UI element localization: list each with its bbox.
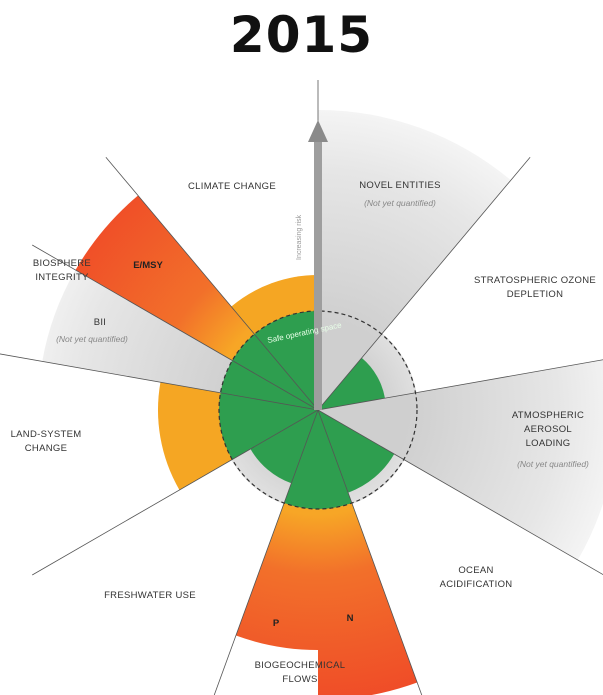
sector-divider-line <box>32 244 319 411</box>
freshwater-use-wedge <box>250 410 318 484</box>
novel-entities-note: (Not yet quantified) <box>364 198 436 208</box>
bii-note: (Not yet quantified) <box>56 334 128 344</box>
novel-entities-label: NOVEL ENTITIES <box>359 180 440 191</box>
land-system-change-label-line1: LAND-SYSTEM <box>11 429 82 440</box>
page-title: 2015 <box>229 6 374 64</box>
sector-divider-line <box>317 359 603 411</box>
increasing-risk-arrow <box>308 120 328 410</box>
sector-divider-line <box>0 353 319 411</box>
ocean-acidification-label-line2: ACIDIFICATION <box>440 579 513 590</box>
boundary-wedges <box>42 110 603 695</box>
atmospheric-aerosol-label-line2: AEROSOL <box>524 424 572 435</box>
novel-entities-wedge <box>318 110 511 410</box>
nitrogen-label: N <box>347 613 354 624</box>
sector-divider-line <box>32 409 319 576</box>
emsy-label: E/MSY <box>133 260 163 271</box>
land-system-safe-core <box>219 392 318 460</box>
bii-label: BII <box>94 317 107 328</box>
atmospheric-aerosol-label-line3: LOADING <box>526 438 571 449</box>
atmospheric-aerosol-wedge <box>318 359 603 560</box>
biogeochemical-safe-core <box>284 410 352 509</box>
stratospheric-ozone-label-line1: STRATOSPHERIC OZONE <box>474 275 596 286</box>
sector-divider-line <box>317 156 531 411</box>
biogeochemical-flows-label-line2: FLOWS <box>282 674 317 685</box>
freshwater-use-label: FRESHWATER USE <box>104 590 196 601</box>
atmospheric-aerosol-label-line1: ATMOSPHERIC <box>512 410 584 421</box>
sector-divider-line <box>105 156 319 411</box>
stratospheric-ozone-label-line2: DEPLETION <box>507 289 564 300</box>
ocean-acidification-label-line1: OCEAN <box>458 565 493 576</box>
climate-change-safe-core <box>254 311 318 410</box>
sector-divider-line <box>213 409 319 695</box>
ocean-acidification-wedge <box>318 410 395 493</box>
phosphorus-label: P <box>273 618 280 629</box>
biosphere-integrity-label-line1: BIOSPHERE <box>33 258 91 269</box>
biosphere-safe-core <box>220 334 318 410</box>
land-system-change-label-line2: CHANGE <box>25 443 67 454</box>
stratospheric-ozone-wedge <box>318 357 385 410</box>
biosphere-integrity-label-line2: INTEGRITY <box>35 272 89 283</box>
climate-change-label: CLIMATE CHANGE <box>188 181 276 192</box>
atmospheric-aerosol-note: (Not yet quantified) <box>517 459 589 469</box>
increasing-risk-label: Increasing risk <box>296 214 303 260</box>
biogeochemical-flows-label-line1: BIOGEOCHEMICAL <box>255 660 346 671</box>
sector-divider-line <box>317 409 423 695</box>
sector-divider-line <box>317 409 603 576</box>
